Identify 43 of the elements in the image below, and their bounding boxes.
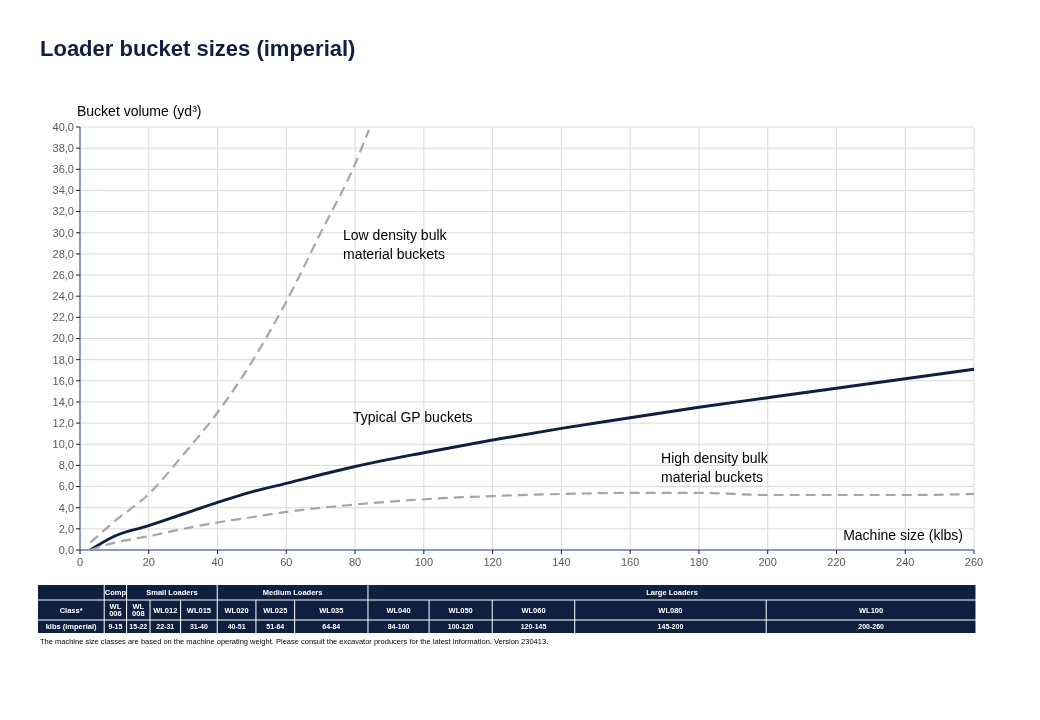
x-tick-label: 120 [483,556,502,568]
y-tick-label: 2,0 [58,522,74,535]
y-tick-label: 24,0 [52,290,74,303]
chart-title: Loader bucket sizes (imperial) [40,36,356,61]
x-tick-label: 80 [348,556,362,568]
y-tick-label: 14,0 [52,395,74,408]
y-tick-label: 38,0 [52,142,74,154]
series-label: High density bulk material buckets [661,450,769,486]
y-tick-label: 0,0 [58,543,74,556]
y-tick-label: 8,0 [58,459,74,472]
y-tick-label: 36,0 [52,163,74,176]
line-series [88,367,976,552]
y-tick-label: 34,0 [52,184,74,197]
y-axis-title: Bucket volume (yd³) [77,103,202,119]
x-tick-label: 160 [620,556,640,568]
y-tick-label: 6,0 [58,480,74,493]
series-label: Low density bulk material buckets [343,227,448,263]
y-tick-label: 20,0 [52,332,74,345]
x-tick-label: 260 [964,556,984,568]
x-tick-label: 220 [827,556,846,568]
x-tick-label: 200 [758,556,777,568]
y-tick-label: 12,0 [52,416,74,429]
line-series [89,491,976,552]
x-tick-label: 100 [414,556,434,568]
x-tick-label: 240 [896,556,915,568]
x-tick-label: 0 [76,556,84,568]
y-tick-label: 10,0 [52,438,74,451]
x-tick-label: 20 [142,556,155,568]
y-tick-label: 26,0 [52,268,74,281]
y-tick-label: 18,0 [52,353,74,366]
y-tick-label: 28,0 [52,247,74,260]
x-tick-label: 180 [689,556,709,568]
y-tick-label: 32,0 [52,205,74,218]
y-tick-label: 4,0 [58,501,74,514]
y-tick-label: 30,0 [52,226,74,239]
x-tick-label: 140 [552,556,571,568]
x-tick-label: 40 [211,556,224,568]
y-tick-label: 16,0 [52,374,74,387]
series-label: Typical GP buckets [353,409,473,426]
x-axis-title: Machine size (klbs) [843,527,963,543]
y-tick-label: 22,0 [52,311,74,324]
x-tick-label: 60 [280,556,293,568]
y-tick-label: 40,0 [52,120,74,133]
